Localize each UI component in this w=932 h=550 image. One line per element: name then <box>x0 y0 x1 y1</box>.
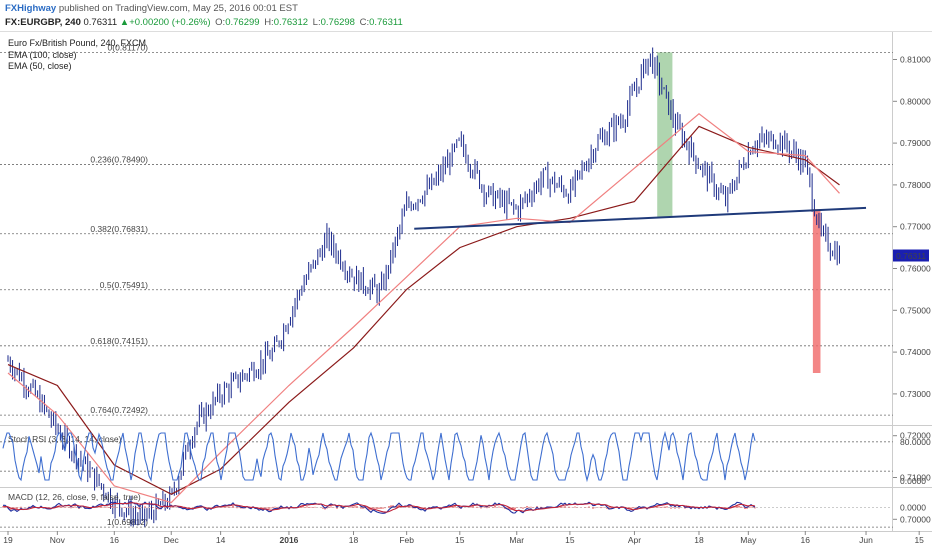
fib-level-label: 0.5(0.75491) <box>100 280 148 290</box>
ohlc-header: FX:EURGBP, 240 0.76311 ▲+0.00200 (+0.26%… <box>5 17 403 29</box>
open-label: O: <box>215 17 226 28</box>
time-tick-label: Dec <box>164 535 180 545</box>
time-tick-label: May <box>740 535 757 545</box>
time-tick-label: 18 <box>694 535 704 545</box>
time-tick-label: 15 <box>565 535 575 545</box>
candle-group <box>7 47 840 527</box>
price-tick-label: 0.76000 <box>900 264 931 274</box>
highlight-box-red <box>812 209 821 373</box>
last-price-marker-text: 0.76311 <box>896 251 926 261</box>
price-tick-label: 0.70000 <box>900 514 931 524</box>
time-tick-label: Jun <box>859 535 873 545</box>
time-tick-label: 16 <box>110 535 120 545</box>
fib-level-label: 0.382(0.76831) <box>90 224 148 234</box>
price-tick-label: 0.77000 <box>900 222 931 232</box>
price-tick-label: 0.80000 <box>900 96 931 106</box>
stoch-tick-label: 80.0000 <box>900 437 931 447</box>
publish-header: FXHighway published on TradingView.com, … <box>5 3 298 15</box>
close-value: 0.76311 <box>369 17 403 28</box>
ema50-line <box>7 113 840 504</box>
neckline-trendline <box>414 206 867 230</box>
last-price-marker <box>893 249 929 262</box>
high-value: 0.76312 <box>273 17 309 28</box>
last-price: 0.76311 <box>83 17 118 28</box>
stoch-tick-label: 0.0000 <box>900 476 926 486</box>
stoch-legend: Stoch RSI (3, 3, 14, 14, close) <box>8 434 122 444</box>
open-value: 0.76299 <box>225 17 260 28</box>
low-label: L: <box>312 17 321 28</box>
time-tick-label: 16 <box>801 535 811 545</box>
price-tick-label: 0.81000 <box>900 55 931 65</box>
symbol-label: FX:EURGBP, 240 <box>5 17 81 28</box>
fib-level-label: 0(0.81170) <box>108 42 149 52</box>
close-label: C: <box>359 17 370 28</box>
legend-ema50[interactable]: EMA (50, close) <box>8 61 72 71</box>
price-tick-label: 0.78000 <box>900 180 931 190</box>
time-tick-label: Apr <box>628 535 641 545</box>
price-tick-label: 0.72000 <box>900 431 931 441</box>
time-tick-label: 15 <box>914 535 924 545</box>
macd-tick-label: 0.0000 <box>900 503 926 513</box>
legend-title: Euro Fx/British Pound, 240, FXCM <box>8 38 147 48</box>
fib-level-label: 1(0.69812) <box>107 517 148 527</box>
stoch-rsi-line <box>2 430 756 483</box>
macd-signal-line <box>2 502 756 513</box>
low-value: 0.76298 <box>320 17 355 28</box>
author-link[interactable]: FXHighway <box>5 3 57 14</box>
time-tick-label: Nov <box>50 535 66 545</box>
main-legend: Euro Fx/British Pound, 240, FXCM EMA (10… <box>8 38 146 73</box>
publish-info: published on TradingView.com, May 25, 20… <box>58 3 298 14</box>
time-tick-label: 15 <box>455 535 465 545</box>
price-tick-label: 0.75000 <box>900 305 931 315</box>
time-tick-label: 14 <box>216 535 226 545</box>
macd-legend: MACD (12, 26, close, 9, false, true) <box>8 492 141 502</box>
time-tick-label: 19 <box>3 535 13 545</box>
price-change: +0.00200 (+0.26%) <box>129 17 211 28</box>
time-tick-label: 2016 <box>279 535 298 545</box>
high-label: H: <box>264 17 274 28</box>
ema100-line <box>7 125 840 495</box>
price-tick-label: 0.73000 <box>900 389 931 399</box>
fib-level-label: 0.618(0.74151) <box>90 336 148 346</box>
up-arrow-icon: ▲ <box>119 17 130 28</box>
price-tick-label: 0.74000 <box>900 347 931 357</box>
legend-ema100[interactable]: EMA (100, close) <box>8 49 77 60</box>
time-tick-label: Feb <box>399 535 414 545</box>
price-tick-label: 0.71000 <box>900 473 931 483</box>
fib-level-label: 0.764(0.72492) <box>90 405 148 415</box>
price-tick-label: 0.79000 <box>900 138 931 148</box>
time-tick-label: 18 <box>349 535 359 545</box>
fib-level-label: 0.236(0.78490) <box>90 154 148 164</box>
time-tick-label: Mar <box>509 535 524 545</box>
